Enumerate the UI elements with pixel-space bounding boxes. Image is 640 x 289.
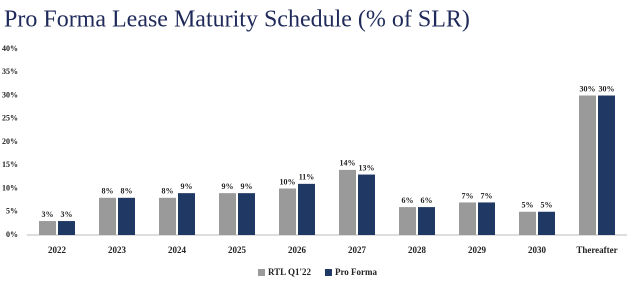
y-tick-label: 25%	[2, 114, 18, 123]
value-label: 5%	[541, 201, 553, 210]
bar	[358, 174, 375, 235]
x-tick-label: 2026	[288, 245, 307, 255]
x-tick-label: 2028	[408, 245, 427, 255]
value-label: 6%	[402, 196, 414, 205]
value-label: 3%	[61, 210, 73, 219]
bar	[159, 197, 176, 235]
bar	[339, 169, 356, 235]
value-label: 14%	[340, 159, 356, 168]
y-tick-label: 0%	[6, 230, 18, 239]
bar	[39, 221, 56, 235]
x-tick-label: 2022	[48, 245, 67, 255]
bar	[519, 211, 536, 235]
x-tick-label: 2027	[348, 245, 367, 255]
y-tick-label: 15%	[2, 160, 18, 169]
bar	[478, 202, 495, 235]
bar	[399, 207, 416, 235]
value-label: 5%	[522, 201, 534, 210]
y-tick-label: 20%	[2, 137, 18, 146]
bar	[58, 221, 75, 235]
value-label: 30%	[580, 84, 596, 93]
y-tick-label: 35%	[2, 67, 18, 76]
value-label: 8%	[102, 187, 114, 196]
legend-swatch	[258, 269, 265, 276]
y-tick-label: 10%	[2, 183, 18, 192]
value-label: 11%	[299, 173, 315, 182]
bar	[579, 95, 596, 235]
bar	[238, 193, 255, 235]
y-tick-label: 40%	[2, 44, 18, 53]
y-tick-label: 5%	[6, 207, 18, 216]
chart-title: Pro Forma Lease Maturity Schedule (% of …	[4, 7, 470, 33]
value-label: 6%	[421, 196, 433, 205]
value-label: 9%	[181, 182, 193, 191]
value-label: 30%	[599, 84, 615, 93]
x-tick-label: 2030	[528, 245, 547, 255]
bar	[538, 211, 555, 235]
bar	[178, 193, 195, 235]
bar	[418, 207, 435, 235]
value-label: 9%	[222, 182, 234, 191]
legend-label: RTL Q1'22	[268, 267, 311, 277]
value-label: 3%	[42, 210, 54, 219]
bar	[219, 193, 236, 235]
value-label: 13%	[359, 163, 375, 172]
bar	[298, 183, 315, 235]
value-label: 9%	[241, 182, 253, 191]
bar	[598, 95, 615, 235]
x-tick-label: 2023	[108, 245, 127, 255]
legend-label: Pro Forma	[335, 267, 378, 277]
value-label: 7%	[462, 191, 474, 200]
value-label: 8%	[121, 187, 133, 196]
x-tick-label: 2025	[228, 245, 247, 255]
bar	[118, 197, 135, 235]
bar	[99, 197, 116, 235]
x-tick-label: Thereafter	[576, 245, 617, 255]
value-label: 7%	[481, 191, 493, 200]
value-label: 10%	[280, 177, 296, 186]
y-tick-label: 30%	[2, 90, 18, 99]
x-tick-label: 2024	[168, 245, 187, 255]
x-tick-label: 2029	[468, 245, 487, 255]
legend-swatch	[324, 269, 332, 276]
value-label: 8%	[162, 187, 174, 196]
bar	[279, 188, 296, 235]
bar	[459, 202, 476, 235]
